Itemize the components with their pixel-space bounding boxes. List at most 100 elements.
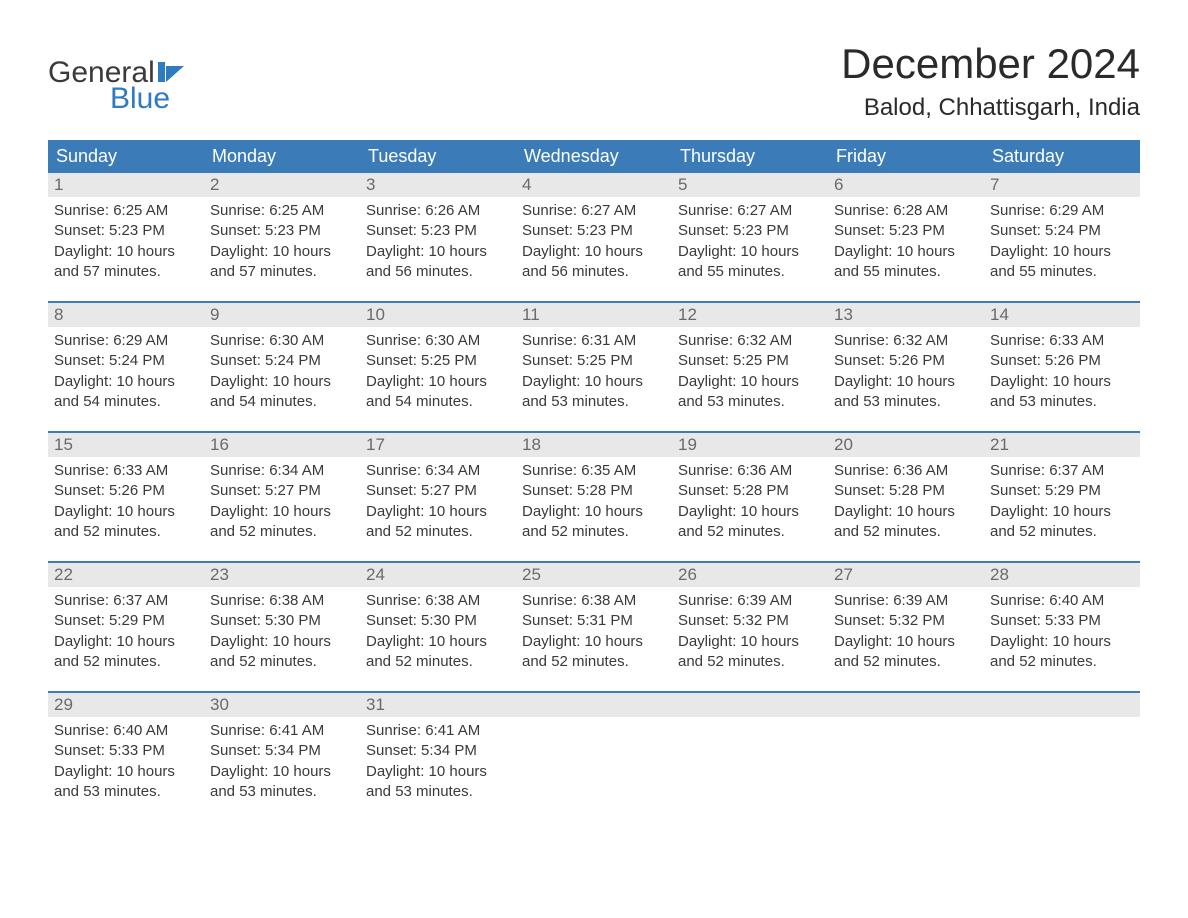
day-sunset: Sunset: 5:32 PM <box>834 611 978 631</box>
day-sunrise: Sunrise: 6:29 AM <box>54 331 198 351</box>
day-sunrise: Sunrise: 6:36 AM <box>834 461 978 481</box>
day-d1: Daylight: 10 hours <box>990 242 1134 262</box>
day-cell: 11Sunrise: 6:31 AMSunset: 5:25 PMDayligh… <box>516 303 672 431</box>
day-number: 8 <box>48 303 204 327</box>
day-sunset: Sunset: 5:32 PM <box>678 611 822 631</box>
day-sunset: Sunset: 5:23 PM <box>210 221 354 241</box>
day-content: Sunrise: 6:35 AMSunset: 5:28 PMDaylight:… <box>516 457 672 552</box>
day-cell: 4Sunrise: 6:27 AMSunset: 5:23 PMDaylight… <box>516 173 672 301</box>
day-number: 1 <box>48 173 204 197</box>
dayname-sat: Saturday <box>984 140 1140 173</box>
day-number: 28 <box>984 563 1140 587</box>
month-title: December 2024 <box>841 40 1140 88</box>
day-content: Sunrise: 6:33 AMSunset: 5:26 PMDaylight:… <box>984 327 1140 422</box>
day-sunrise: Sunrise: 6:33 AM <box>54 461 198 481</box>
day-d2: and 57 minutes. <box>210 262 354 282</box>
location: Balod, Chhattisgarh, India <box>841 94 1140 122</box>
day-cell: 28Sunrise: 6:40 AMSunset: 5:33 PMDayligh… <box>984 563 1140 691</box>
day-sunset: Sunset: 5:24 PM <box>210 351 354 371</box>
day-cell: 27Sunrise: 6:39 AMSunset: 5:32 PMDayligh… <box>828 563 984 691</box>
day-sunrise: Sunrise: 6:27 AM <box>678 201 822 221</box>
day-d2: and 52 minutes. <box>990 652 1134 672</box>
day-sunrise: Sunrise: 6:27 AM <box>522 201 666 221</box>
day-cell: 8Sunrise: 6:29 AMSunset: 5:24 PMDaylight… <box>48 303 204 431</box>
week-row: 8 Sunrise: 6:29 AM Sunset: 5:24 PM Daylight… <box>48 301 1140 431</box>
day-d1: Daylight: 10 hours <box>522 242 666 262</box>
day-number: 15 <box>48 433 204 457</box>
day-sunset: Sunset: 5:26 PM <box>54 481 198 501</box>
day-number: 2 <box>204 173 360 197</box>
day-content: Sunrise: 6:28 AMSunset: 5:23 PMDaylight:… <box>828 197 984 292</box>
day-cell: 31Sunrise: 6:41 AMSunset: 5:34 PMDayligh… <box>360 693 516 821</box>
day-sunset: Sunset: 5:23 PM <box>522 221 666 241</box>
day-sunset: Sunset: 5:33 PM <box>990 611 1134 631</box>
day-cell: 9Sunrise: 6:30 AMSunset: 5:24 PMDaylight… <box>204 303 360 431</box>
day-d2: and 55 minutes. <box>678 262 822 282</box>
day-sunrise: Sunrise: 6:33 AM <box>990 331 1134 351</box>
day-content: Sunrise: 6:38 AMSunset: 5:30 PMDaylight:… <box>360 587 516 682</box>
day-cell: 19Sunrise: 6:36 AMSunset: 5:28 PMDayligh… <box>672 433 828 561</box>
day-number: 3 <box>360 173 516 197</box>
day-sunset: Sunset: 5:29 PM <box>990 481 1134 501</box>
day-cell: 25Sunrise: 6:38 AMSunset: 5:31 PMDayligh… <box>516 563 672 691</box>
day-sunrise: Sunrise: 6:38 AM <box>210 591 354 611</box>
day-d1: Daylight: 10 hours <box>990 502 1134 522</box>
day-d2: and 54 minutes. <box>54 392 198 412</box>
day-content: Sunrise: 6:30 AMSunset: 5:25 PMDaylight:… <box>360 327 516 422</box>
day-d1: Daylight: 10 hours <box>522 632 666 652</box>
day-cell: 14Sunrise: 6:33 AMSunset: 5:26 PMDayligh… <box>984 303 1140 431</box>
day-d2: and 52 minutes. <box>522 522 666 542</box>
day-sunset: Sunset: 5:26 PM <box>990 351 1134 371</box>
day-sunset: Sunset: 5:25 PM <box>522 351 666 371</box>
day-content: Sunrise: 6:41 AMSunset: 5:34 PMDaylight:… <box>360 717 516 812</box>
day-number-empty <box>516 693 672 717</box>
day-number: 7 <box>984 173 1140 197</box>
day-d2: and 52 minutes. <box>678 652 822 672</box>
day-sunrise: Sunrise: 6:38 AM <box>522 591 666 611</box>
day-d1: Daylight: 10 hours <box>54 242 198 262</box>
day-d1: Daylight: 10 hours <box>366 242 510 262</box>
day-number: 20 <box>828 433 984 457</box>
day-sunset: Sunset: 5:34 PM <box>366 741 510 761</box>
day-d1: Daylight: 10 hours <box>210 632 354 652</box>
day-d1: Daylight: 10 hours <box>990 632 1134 652</box>
day-cell: 17Sunrise: 6:34 AMSunset: 5:27 PMDayligh… <box>360 433 516 561</box>
day-number: 16 <box>204 433 360 457</box>
day-sunset: Sunset: 5:28 PM <box>678 481 822 501</box>
day-d2: and 52 minutes. <box>366 522 510 542</box>
day-content: Sunrise: 6:40 AMSunset: 5:33 PMDaylight:… <box>48 717 204 812</box>
day-number: 26 <box>672 563 828 587</box>
day-d1: Daylight: 10 hours <box>834 372 978 392</box>
day-d1: Daylight: 10 hours <box>210 502 354 522</box>
day-number-empty <box>984 693 1140 717</box>
day-d1: Daylight: 10 hours <box>366 502 510 522</box>
day-d1: Daylight: 10 hours <box>522 502 666 522</box>
day-sunset: Sunset: 5:27 PM <box>210 481 354 501</box>
day-sunrise: Sunrise: 6:30 AM <box>210 331 354 351</box>
day-d2: and 56 minutes. <box>366 262 510 282</box>
day-sunset: Sunset: 5:23 PM <box>834 221 978 241</box>
day-sunset: Sunset: 5:25 PM <box>366 351 510 371</box>
day-number: 17 <box>360 433 516 457</box>
day-d1: Daylight: 10 hours <box>834 242 978 262</box>
day-d1: Daylight: 10 hours <box>366 372 510 392</box>
day-d2: and 53 minutes. <box>54 782 198 802</box>
day-content: Sunrise: 6:32 AMSunset: 5:26 PMDaylight:… <box>828 327 984 422</box>
day-d1: Daylight: 10 hours <box>54 372 198 392</box>
day-d2: and 53 minutes. <box>834 392 978 412</box>
day-content: Sunrise: 6:34 AMSunset: 5:27 PMDaylight:… <box>204 457 360 552</box>
day-number: 30 <box>204 693 360 717</box>
day-d2: and 52 minutes. <box>834 652 978 672</box>
day-content: Sunrise: 6:31 AMSunset: 5:25 PMDaylight:… <box>516 327 672 422</box>
day-content: Sunrise: 6:34 AMSunset: 5:27 PMDaylight:… <box>360 457 516 552</box>
day-sunset: Sunset: 5:25 PM <box>678 351 822 371</box>
day-d1: Daylight: 10 hours <box>366 762 510 782</box>
day-number: 19 <box>672 433 828 457</box>
day-sunrise: Sunrise: 6:39 AM <box>678 591 822 611</box>
day-number: 6 <box>828 173 984 197</box>
day-number: 29 <box>48 693 204 717</box>
day-number: 24 <box>360 563 516 587</box>
day-sunrise: Sunrise: 6:35 AM <box>522 461 666 481</box>
week-row: 1Sunrise: 6:25 AMSunset: 5:23 PMDaylight… <box>48 173 1140 301</box>
day-sunrise: Sunrise: 6:34 AM <box>366 461 510 481</box>
